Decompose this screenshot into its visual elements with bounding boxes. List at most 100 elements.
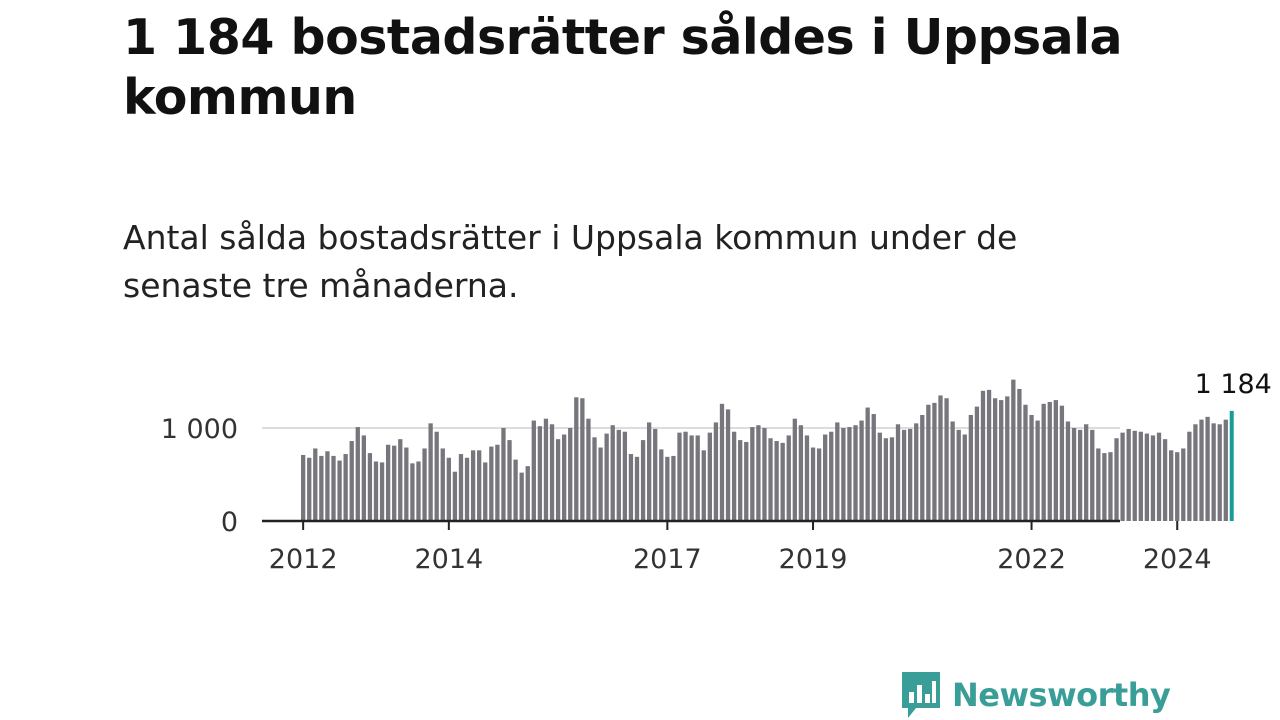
bar (786, 435, 791, 521)
bar (1138, 431, 1143, 521)
bar (986, 389, 992, 521)
bar (343, 454, 348, 521)
bar (835, 422, 840, 521)
bar (1102, 453, 1107, 521)
bar (568, 428, 573, 521)
bar (525, 466, 530, 521)
x-tick-label: 2019 (779, 544, 848, 575)
bar (756, 425, 761, 521)
bar (464, 457, 470, 521)
bar (1017, 388, 1022, 521)
bar (908, 428, 913, 521)
bar (385, 444, 391, 521)
bar (926, 404, 931, 521)
bar (689, 435, 694, 521)
bar (531, 420, 536, 521)
bar (543, 418, 549, 521)
bar (738, 440, 743, 521)
bar (999, 400, 1004, 521)
bar (470, 450, 476, 521)
bar (1029, 414, 1034, 521)
bar (725, 409, 731, 521)
bar (683, 431, 688, 521)
bar (1193, 424, 1198, 521)
x-tick-label: 2012 (269, 544, 338, 575)
bar (428, 423, 433, 521)
bar (313, 448, 318, 521)
bar (792, 418, 797, 521)
bar (325, 451, 330, 521)
bar (798, 425, 804, 521)
bar (1205, 416, 1210, 521)
bar (883, 438, 889, 521)
bar (452, 471, 458, 521)
bar (1181, 448, 1186, 521)
bar (750, 427, 755, 521)
bar (829, 431, 834, 521)
bar (1114, 438, 1119, 521)
bar (640, 440, 646, 521)
bar (410, 463, 415, 521)
bar (1175, 452, 1180, 521)
bar (950, 421, 955, 521)
bar (495, 444, 500, 521)
bar (537, 426, 543, 521)
bar (762, 428, 767, 521)
bar (646, 422, 652, 521)
bar (307, 457, 312, 521)
bar (1096, 448, 1101, 521)
bar (653, 428, 658, 521)
bar (1126, 428, 1131, 521)
bar (1035, 420, 1040, 521)
bar (944, 398, 949, 521)
bar (847, 427, 852, 521)
bar (1005, 396, 1010, 521)
bar (914, 423, 919, 521)
newsworthy-logo: Newsworthy (900, 670, 1171, 720)
bar (1150, 435, 1156, 521)
bar (889, 437, 895, 521)
bar (616, 429, 621, 521)
bar (1053, 400, 1058, 521)
bar (1023, 404, 1028, 521)
bar (489, 446, 494, 521)
bar (434, 431, 439, 521)
bar (379, 462, 385, 521)
bar (695, 435, 700, 521)
bar (1132, 430, 1137, 521)
bar (980, 390, 986, 521)
x-tick-label: 2022 (997, 544, 1066, 575)
highlight-value-label: 1 184 (1195, 369, 1272, 400)
bar (634, 456, 640, 521)
bar (416, 461, 421, 521)
bar (373, 461, 379, 521)
bar (604, 433, 609, 521)
bar (932, 402, 937, 521)
bar (810, 447, 816, 521)
bar (1217, 424, 1222, 521)
bar (1041, 403, 1046, 521)
bar (992, 398, 998, 521)
bar (446, 457, 451, 521)
bar (562, 434, 567, 521)
bar (622, 431, 628, 521)
bar (1162, 439, 1168, 521)
bar (1059, 405, 1065, 521)
bar (877, 432, 882, 521)
bar (701, 450, 706, 521)
bar (483, 462, 488, 521)
bar (956, 429, 961, 521)
bar (968, 414, 973, 521)
bar (477, 450, 482, 521)
newsworthy-logo-icon (902, 672, 940, 718)
bar (301, 454, 306, 521)
bar (1071, 428, 1077, 521)
bar (610, 425, 615, 521)
bar (349, 441, 354, 521)
newsworthy-logo-text: Newsworthy (952, 676, 1171, 714)
bar (337, 460, 342, 521)
y-tick-label: 0 (221, 507, 238, 538)
bar (1108, 452, 1113, 521)
bar (592, 437, 597, 521)
